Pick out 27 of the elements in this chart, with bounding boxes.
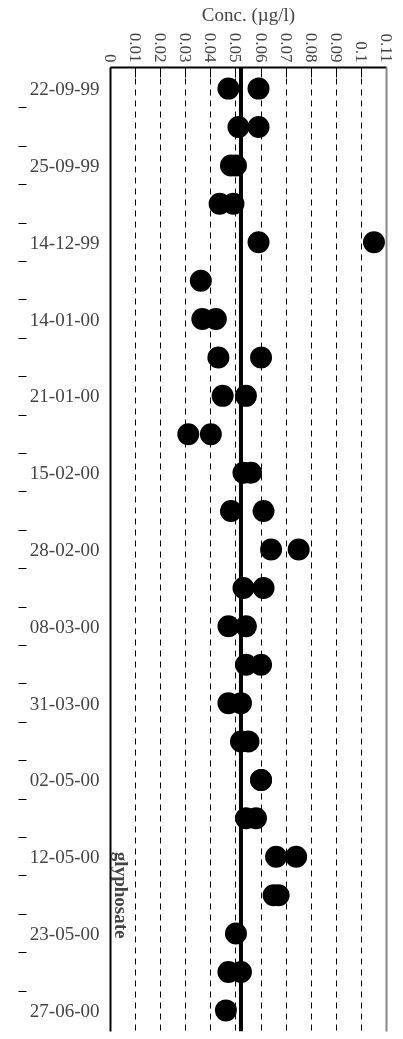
y-tick-label: 25-09-99: [29, 154, 100, 176]
annotation: glyphosate: [111, 851, 133, 939]
x-tick-label: 0.08: [301, 32, 321, 63]
y-tick-label: 02-05-00: [29, 769, 100, 791]
x-tick-label: 0.11: [377, 33, 396, 63]
x-tick-label: 0.09: [326, 32, 346, 63]
x-tick-label: 0.01: [126, 32, 146, 63]
x-tick-label: 0.02: [151, 32, 171, 63]
y-tick-label: 15-02-00: [29, 462, 100, 484]
x-tick-label: 0.05: [226, 32, 246, 63]
x-tick-label: 0: [101, 54, 120, 63]
x-axis-title: Conc. (µg/l): [201, 3, 296, 26]
y-tick-label: 08-03-00: [29, 615, 100, 637]
y-tick-label: 31-03-00: [29, 692, 100, 714]
y-tick-label: 21-01-00: [29, 385, 100, 407]
y-tick-label: 14-12-99: [29, 231, 100, 253]
y-tick-label: 28-02-00: [29, 539, 100, 560]
x-tick-label: 0.04: [201, 32, 221, 63]
x-tick-label: 0.07: [276, 32, 296, 63]
y-tick-label: 27-06-00: [29, 999, 100, 1021]
x-tick-label: 0.06: [251, 32, 271, 63]
x-tick-label: 0.03: [176, 32, 196, 63]
x-tick-label: 0.1: [351, 41, 371, 63]
y-tick-label: 12-05-00: [29, 846, 100, 868]
y-tick-label: 22-09-99: [29, 78, 100, 100]
y-tick-label: 14-01-00: [29, 308, 100, 330]
y-tick-label: 23-05-00: [29, 923, 100, 945]
